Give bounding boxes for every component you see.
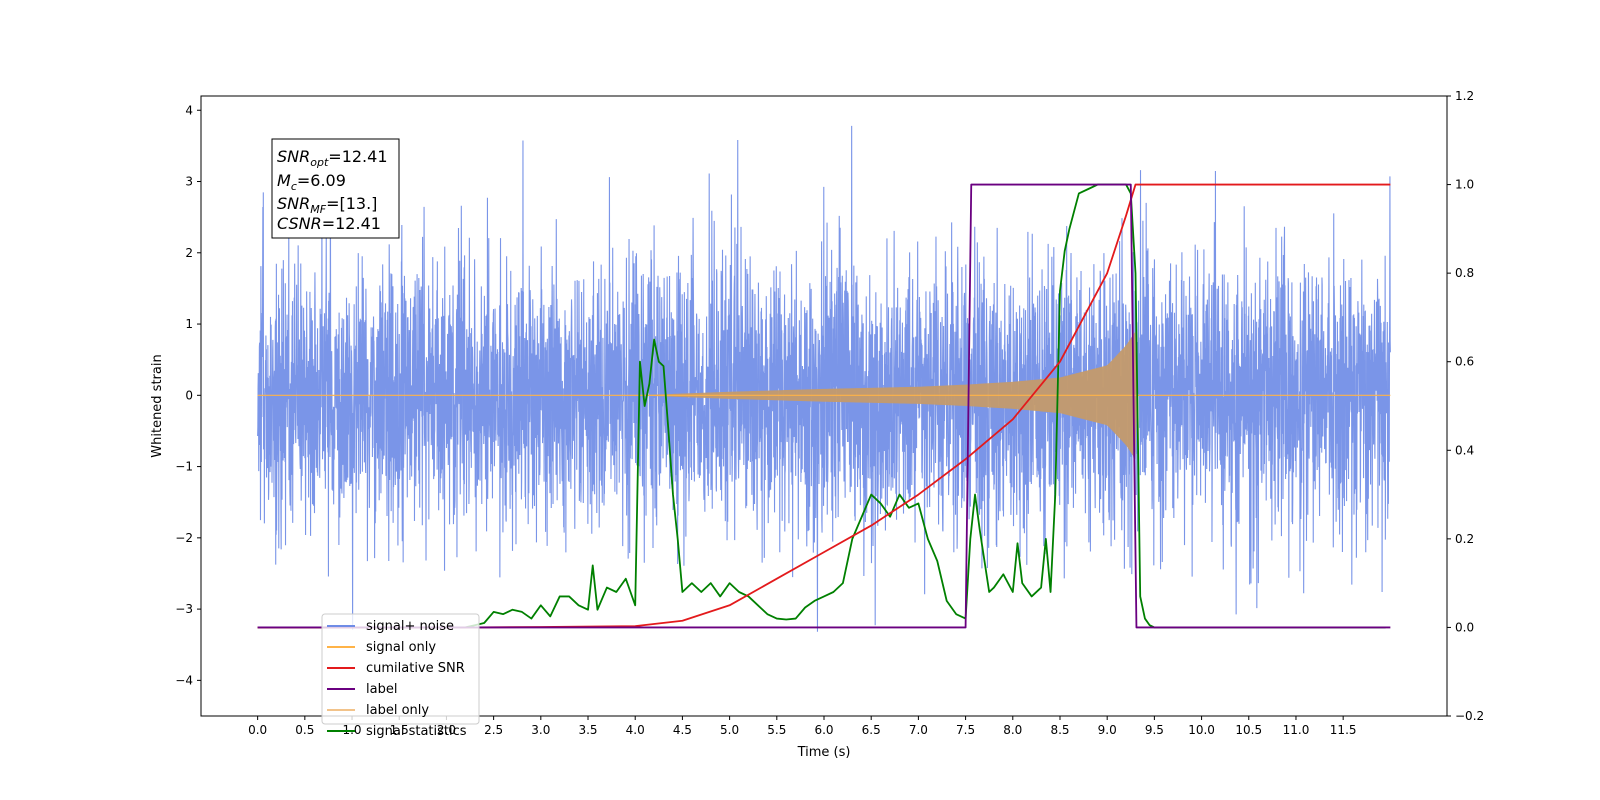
series-signal-statistics [257, 183, 1386, 629]
axes-layer: 0.0 0.5 1.0 1.5 2.0 2.5 3.0 3.5 4.0 4.5 5.0 5.5 6.0 6… [175, 89, 1484, 737]
y-left-tick-label: 2 [185, 246, 193, 260]
x-tick-label: 1.5 [390, 723, 409, 737]
x-tick-label: 10.5 [1235, 723, 1262, 737]
info-snr-mf: SNRMF=[13.] [277, 194, 377, 216]
y-right-tick-label: 0.0 [1455, 620, 1474, 634]
y-left-tick-label: −2 [175, 531, 193, 545]
x-tick-label: 9.0 [1098, 723, 1117, 737]
y-axis-label: Whitened strain [150, 354, 165, 457]
legend-label: signal+ noise [366, 619, 454, 634]
y-left-tick-label: −3 [175, 602, 193, 616]
series-layer [257, 125, 1391, 632]
info-box: SNRopt=12.41 Mc=6.09 SNRMF=[13.] CSNR=12… [271, 138, 400, 239]
y-right-tick-label: 0.8 [1455, 266, 1474, 280]
y-left-tick-label: 1 [185, 317, 193, 331]
legend: signal+ noise signal only cumilative SNR la… [321, 613, 480, 739]
x-tick-label: 0.0 [248, 723, 267, 737]
x-tick-label: 7.0 [909, 723, 928, 737]
y-right-tick-label: −0.2 [1455, 709, 1484, 723]
info-mc: Mc=6.09 [277, 171, 346, 193]
x-tick-label: 8.0 [1003, 723, 1022, 737]
x-tick-label: 3.5 [578, 723, 597, 737]
x-tick-label: 11.0 [1283, 723, 1310, 737]
x-tick-label: 7.5 [956, 723, 975, 737]
x-axis-label: Time (s) [797, 745, 851, 760]
legend-label: label [366, 682, 397, 697]
x-tick-label: 8.5 [1050, 723, 1069, 737]
x-tick-label: 9.5 [1145, 723, 1164, 737]
series-cumulative-snr [257, 183, 1391, 629]
series-signal-noise [257, 125, 1391, 632]
x-tick-label: 3.0 [531, 723, 550, 737]
info-snr-opt: SNRopt=12.41 [277, 147, 388, 169]
legend-label: label only [366, 703, 429, 718]
legend-label: signal only [366, 640, 436, 655]
x-tick-label: 6.5 [862, 723, 881, 737]
y-left-tick-label: −4 [175, 673, 193, 687]
y-right-tick-label: 0.6 [1455, 355, 1474, 369]
series-label [257, 183, 1391, 629]
y-left-tick-label: 0 [185, 388, 193, 402]
legend-label: signal statistics [366, 724, 467, 739]
legend-label: cumilative SNR [366, 661, 465, 676]
y-right-tick-label: 1.2 [1455, 89, 1474, 103]
y-left-tick-label: −1 [175, 460, 193, 474]
x-tick-label: 4.0 [626, 723, 645, 737]
x-tick-label: 5.5 [767, 723, 786, 737]
x-tick-label: 0.5 [295, 723, 314, 737]
y-right-tick-label: 1.0 [1455, 178, 1474, 192]
info-csnr: CSNR=12.41 [277, 214, 381, 233]
y-right-tick-label: 0.2 [1455, 532, 1474, 546]
x-tick-label: 5.0 [720, 723, 739, 737]
x-tick-label: 6.0 [814, 723, 833, 737]
x-tick-label: 2.5 [484, 723, 503, 737]
x-tick-label: 4.5 [673, 723, 692, 737]
x-tick-label: 2.0 [437, 723, 456, 737]
y-left-tick-label: 4 [185, 103, 193, 117]
y-right-tick-label: 0.4 [1455, 443, 1474, 457]
y-left-tick-label: 3 [185, 175, 193, 189]
x-tick-label: 10.0 [1188, 723, 1215, 737]
x-tick-label: 11.5 [1330, 723, 1357, 737]
